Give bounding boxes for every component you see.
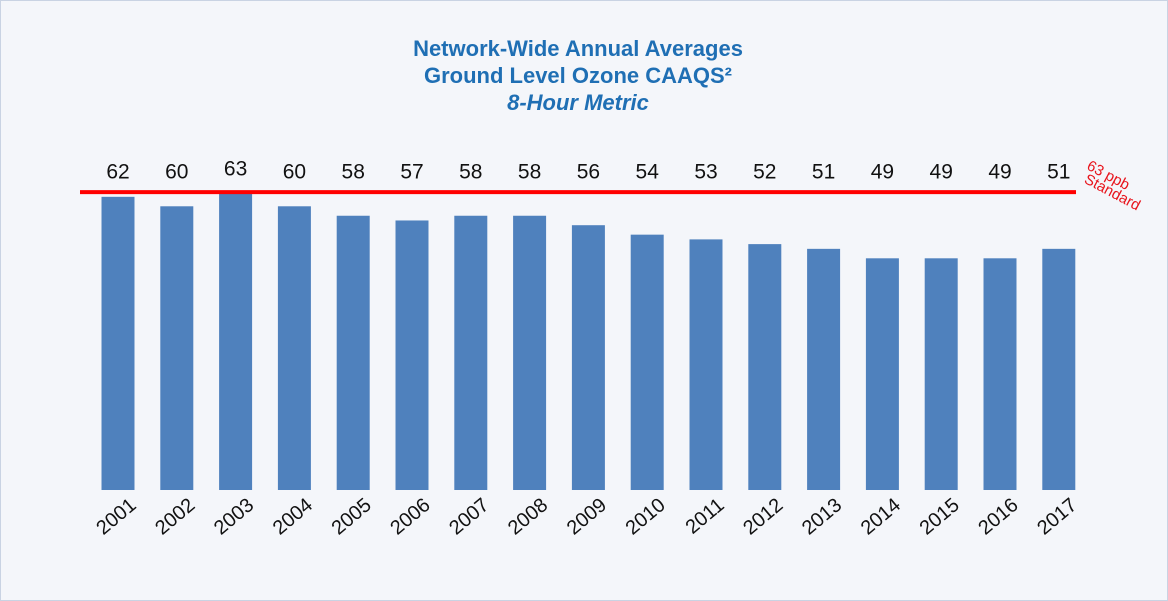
chart-title: Ground Level Ozone CAAQS² [424, 63, 732, 88]
bar [395, 220, 429, 490]
bar [219, 192, 253, 490]
data-label: 51 [812, 161, 835, 184]
data-label: 58 [459, 161, 482, 184]
bar [807, 248, 841, 490]
bar [983, 258, 1017, 490]
data-label: 49 [930, 161, 953, 184]
bar [454, 215, 488, 490]
data-label: 63 [224, 158, 247, 181]
data-label: 58 [342, 161, 365, 184]
chart-title: Network-Wide Annual Averages [413, 36, 743, 61]
chart-subtitle: 8-Hour Metric [507, 90, 649, 115]
bar [865, 258, 899, 490]
bar [160, 206, 194, 491]
data-label: 60 [165, 161, 188, 184]
bar [689, 239, 723, 490]
bar [748, 244, 782, 490]
bar [630, 234, 664, 490]
data-label: 49 [871, 161, 894, 184]
data-label: 54 [636, 161, 660, 184]
data-label: 51 [1047, 161, 1070, 184]
data-label: 49 [988, 161, 1011, 184]
bar [924, 258, 958, 490]
data-label: 52 [753, 161, 776, 184]
data-label: 57 [400, 161, 423, 184]
bar [513, 215, 547, 490]
data-label: 58 [518, 161, 541, 184]
bar [336, 215, 370, 490]
data-label: 60 [283, 161, 306, 184]
bar [101, 196, 135, 491]
data-label: 56 [577, 161, 600, 184]
data-label: 62 [106, 161, 129, 184]
bar [1042, 248, 1076, 490]
bar [571, 225, 605, 490]
data-label: 53 [694, 161, 717, 184]
bar [277, 206, 311, 491]
